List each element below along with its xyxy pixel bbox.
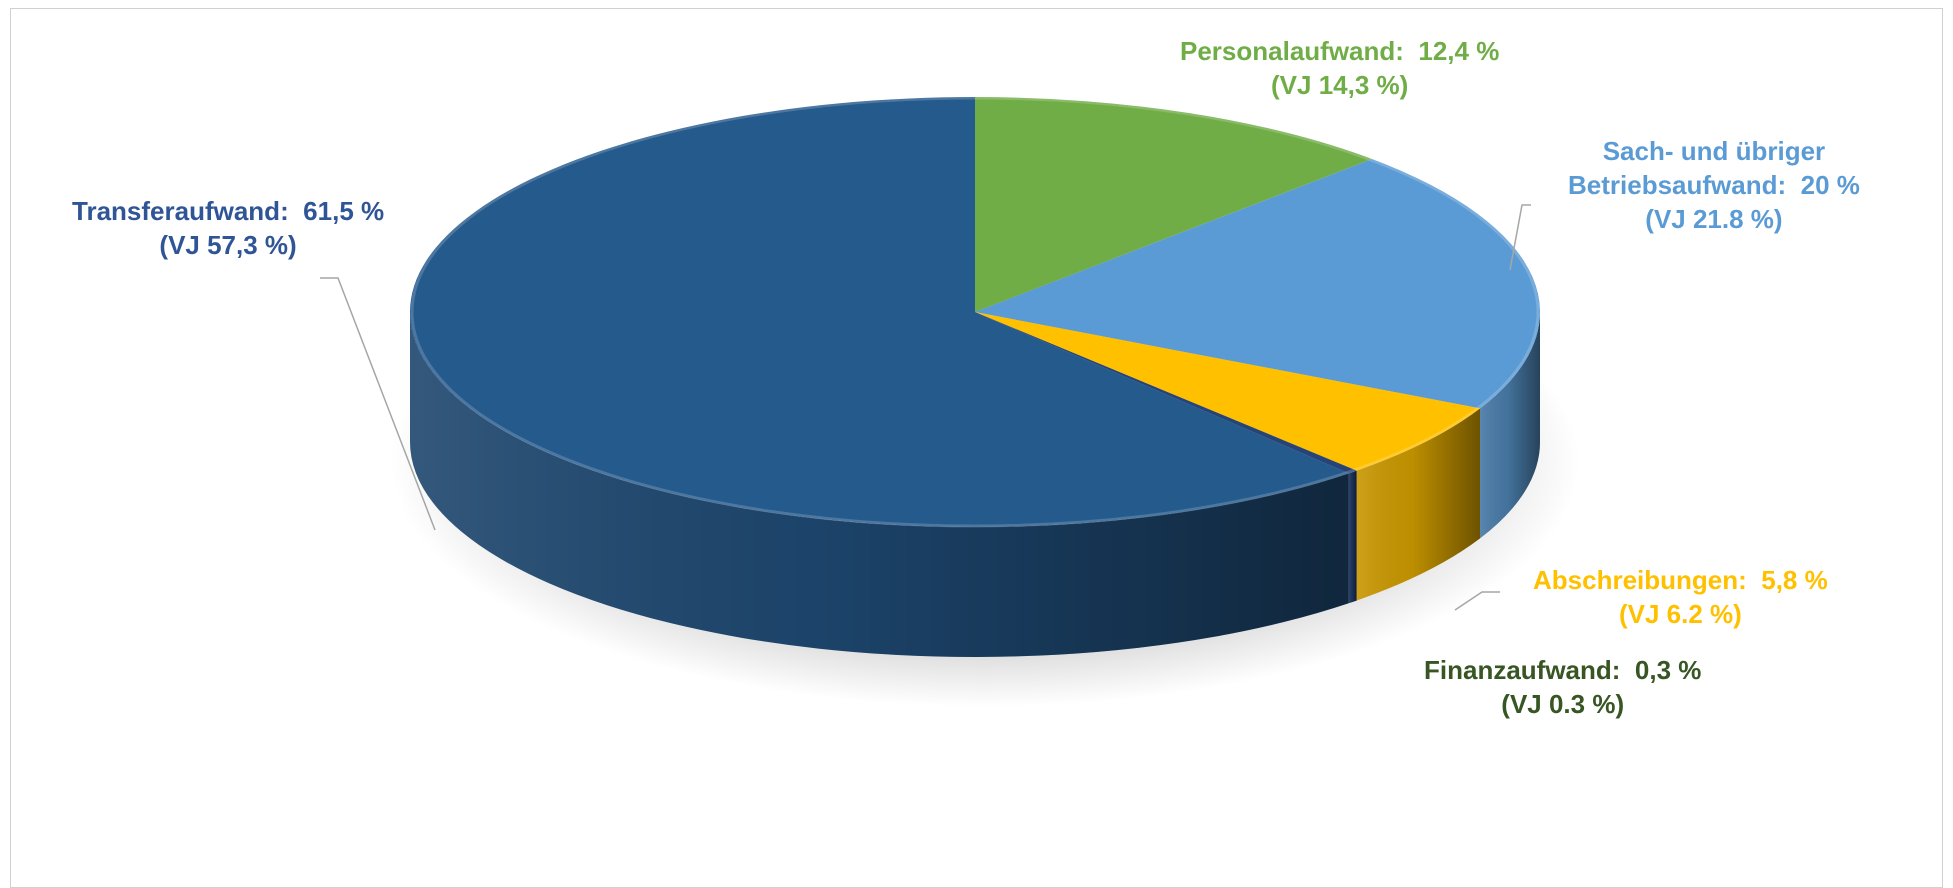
- slice-prev-value: (VJ 14,3 %): [1271, 70, 1409, 100]
- leader-line: [320, 277, 436, 531]
- slice-value: 5,8 %: [1761, 565, 1828, 595]
- slice-prev-value: (VJ 0.3 %): [1501, 689, 1625, 719]
- slice-name: Finanzaufwand: [1424, 655, 1612, 685]
- slice-finanzaufwand: [975, 312, 1357, 474]
- slice-label-finanzaufwand: Finanzaufwand: 0,3 % (VJ 0.3 %): [1424, 655, 1702, 719]
- slice-transferaufwand: [409, 97, 1349, 527]
- slice-name: Abschreibungen: [1533, 565, 1739, 595]
- slice-value: 20 %: [1800, 170, 1860, 200]
- slice-value: 0,3 %: [1634, 655, 1702, 685]
- slice-value: 12,4 %: [1418, 36, 1500, 66]
- slice-prev-value: (VJ 57,3 %): [159, 230, 297, 260]
- slice-prev-value: (VJ 21.8 %): [1645, 204, 1783, 234]
- leader-line: [1509, 204, 1531, 271]
- slice-name: Personalaufwand: [1180, 36, 1396, 66]
- slice-sach-und-briger-betriebsaufwand: [975, 159, 1540, 409]
- slice-prev-value: (VJ 6.2 %): [1618, 599, 1742, 629]
- slice-side-shade: [1348, 470, 1357, 604]
- pie-rim-highlight: [410, 96, 1540, 528]
- slice-name-line2: Betriebsaufwand:: [1568, 170, 1787, 200]
- slice-label-personalaufwand: Personalaufwand: 12,4 % (VJ 14,3 %): [1180, 36, 1500, 100]
- slice-label-transferaufwand: Transferaufwand: 61,5 % (VJ 57,3 %): [72, 196, 385, 260]
- slice-value: 61,5 %: [303, 196, 385, 226]
- slice-personalaufwand: [975, 97, 1372, 312]
- slice-abschreibungen: [975, 312, 1481, 471]
- slice-label-sachaufwand: Sach- und übriger Betriebsaufwand: 20 % …: [1568, 134, 1860, 236]
- slice-label-abschreibungen: Abschreibungen: 5,8 % (VJ 6.2 %): [1533, 565, 1828, 629]
- slice-side-shade: [409, 312, 1349, 658]
- pie-chart: [320, 96, 1580, 707]
- slice-side-shade: [1480, 312, 1541, 539]
- slice-side-shade: [1356, 408, 1481, 601]
- slice-name: Transferaufwand: [72, 196, 281, 226]
- leader-line: [1454, 591, 1500, 611]
- slice-name-line1: Sach- und übriger: [1602, 136, 1826, 166]
